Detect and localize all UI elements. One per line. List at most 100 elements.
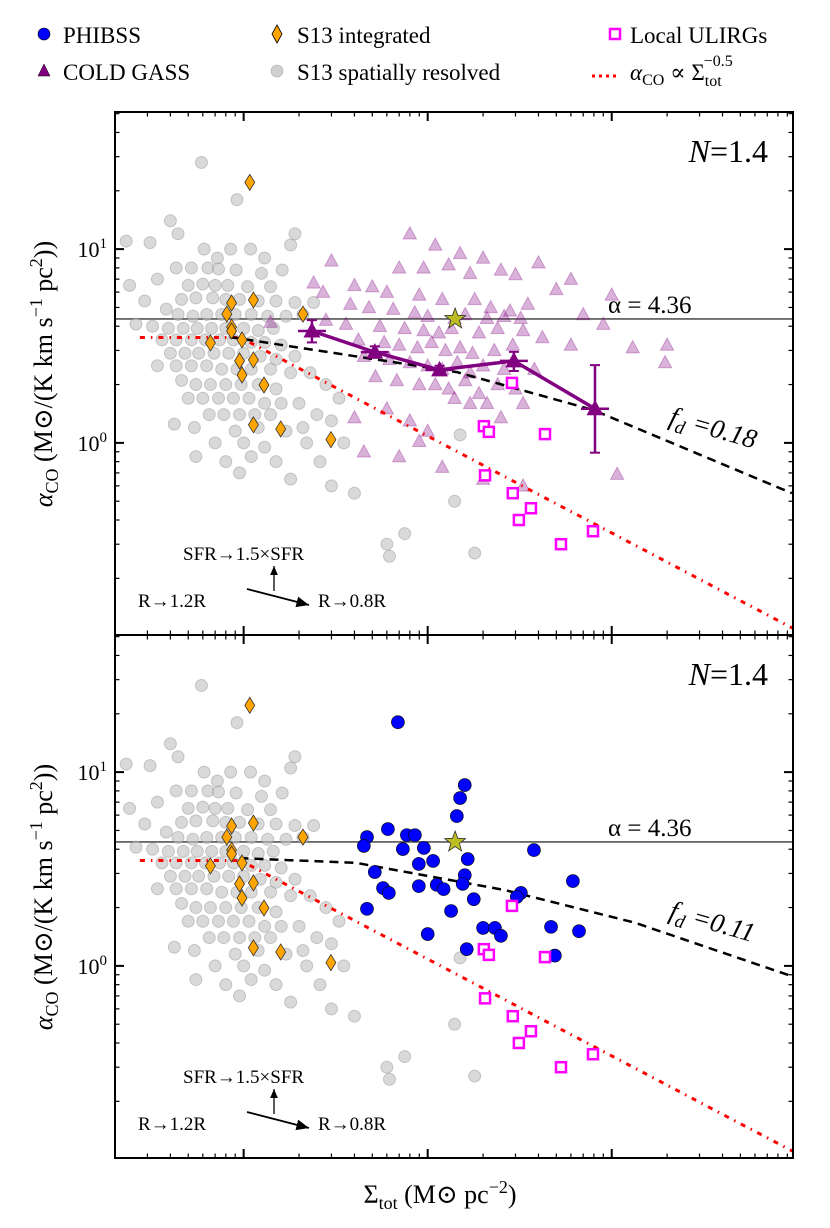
s13-integrated-point [236,854,248,872]
s13-resolved-point [310,408,324,422]
s13-resolved-point [211,262,225,276]
cold-gass-point [467,291,483,306]
s13-integrated-point [204,857,216,875]
s13-resolved-point [237,321,251,335]
s13-resolved-point [119,757,133,771]
s13-resolved-point [258,440,272,454]
cold-gass-point [379,400,395,415]
s13-resolved-point [254,266,268,280]
s13-resolved-point [269,978,283,992]
cold-gass-point [483,299,499,314]
relation-line [139,336,793,630]
n-annotation: N=1.4 [688,656,768,692]
y-tick-label: 100 [78,430,108,456]
phibss-point [494,928,508,943]
s13-resolved-point [269,905,283,919]
s13-integrated-point [204,334,216,352]
s13-integrated-point [226,294,238,312]
cold-gass-point [515,322,531,337]
ulirg-point [478,469,492,482]
sfr-arrow-label: SFR→1.5×SFR [183,544,304,565]
s13-resolved-point [258,251,272,265]
ulirg-point [512,513,526,527]
s13-resolved-point [347,486,361,500]
s13-resolved-point [194,678,208,692]
s13-resolved-point [161,844,175,858]
s13-resolved-point [266,844,280,858]
s13-resolved-point [233,466,247,480]
s13-resolved-point [129,840,143,854]
s13-resolved-point [181,391,195,405]
s13-resolved-point [178,869,192,883]
s13-resolved-point [269,817,283,831]
s13-resolved-point [146,319,160,333]
s13-resolved-point [380,537,394,551]
s13-resolved-point [169,784,183,798]
hline-label: α = 4.36 [608,815,691,842]
s13-resolved-point [398,527,412,541]
cold-gass-point [548,281,564,296]
cold-gass-point [493,409,509,424]
cold-gass-point [372,318,388,332]
cold-gass-point [493,261,509,276]
s13-resolved-point [453,428,467,442]
s13-resolved-point [448,494,462,508]
s13-resolved-point [171,307,185,321]
s13-resolved-point [261,832,275,846]
s13-resolved-point [181,278,195,292]
s13-resolved-point [146,842,160,856]
cold-gass-point [515,395,531,410]
s13-resolved-point [244,973,258,987]
s13-resolved-point [332,914,346,928]
s13-resolved-point [167,940,181,954]
cold-gass-point [420,308,436,323]
s13-resolved-point [264,408,278,422]
s13-resolved-point [324,479,338,493]
s13-resolved-point [264,362,278,376]
s13-resolved-point [219,455,233,469]
s13-resolved-point [332,391,346,405]
cold-gass-point [479,310,495,324]
s13-resolved-point [161,321,175,335]
s13-resolved-point [189,450,203,464]
hline-label: α = 4.36 [608,292,691,319]
panel-top-cold-gass: 101 100 N=1.4 α = 4.36 fd =0.18 SFR→1.5×S… [78,111,794,636]
plot-area-bottom [115,678,793,1153]
s13-resolved-point [178,346,192,360]
fd-label: fd =0.11 [665,895,759,953]
s13-resolved-point [398,1050,412,1064]
s13-resolved-point [284,472,298,486]
ulirg-point [524,501,538,515]
s13-resolved-point [324,414,338,428]
s13-resolved-point [244,765,258,779]
s13-resolved-point [155,856,169,870]
s13-resolved-point [300,436,314,450]
s13-resolved-point [275,786,289,800]
ulirg-point [554,1060,568,1074]
s13-resolved-point [184,333,198,347]
s13-resolved-point [237,959,251,973]
s13-resolved-point [175,373,189,387]
s13-resolved-point [176,844,190,858]
s13-resolved-point [181,801,195,815]
radius-arrow [246,588,310,608]
cold-gass-point [530,254,546,269]
s13-resolved-point [202,931,216,945]
s13-resolved-point [254,789,268,803]
phibss-point [566,874,580,888]
s13-resolved-point [275,263,289,277]
phibss-point [408,828,422,842]
s13-resolved-point [210,251,224,265]
s13-resolved-point [169,856,183,870]
cold-gass-point [416,259,432,274]
cold-gass-point [457,372,473,387]
s13-resolved-point [284,889,298,903]
s13-resolved-point [233,989,247,1003]
cold-gass-point [471,385,487,400]
s13-integrated-point [247,291,259,309]
cold-gass-point [409,339,425,354]
s13-resolved-point [123,278,137,292]
s13-resolved-point [258,396,272,410]
ulirg-point [482,425,496,439]
s13-resolved-point [468,546,482,560]
